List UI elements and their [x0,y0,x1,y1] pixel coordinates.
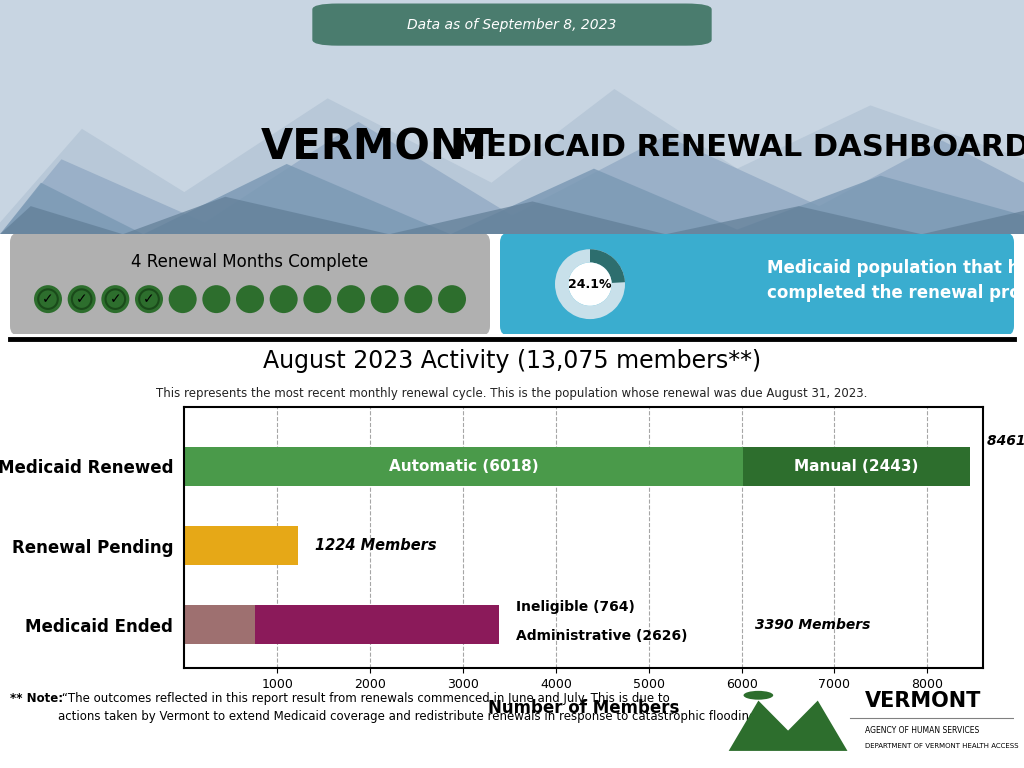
Text: ✓: ✓ [76,292,87,306]
Text: 1224 Members: 1224 Members [314,538,436,553]
Circle shape [169,285,197,313]
Bar [255,605,499,644]
Text: This represents the most recent monthly renewal cycle. This is the population wh: This represents the most recent monthly … [157,387,867,400]
Circle shape [337,285,365,313]
Text: Ineligible (764): Ineligible (764) [516,600,635,614]
Circle shape [568,263,611,306]
Bar [184,605,255,644]
Text: 24.1%: 24.1% [568,278,611,290]
Text: 4 Renewal Months Complete: 4 Renewal Months Complete [131,253,369,271]
Text: DEPARTMENT OF VERMONT HEALTH ACCESS: DEPARTMENT OF VERMONT HEALTH ACCESS [865,743,1019,750]
FancyBboxPatch shape [500,232,1014,336]
Text: 8461 Members: 8461 Members [987,434,1024,448]
Bar [184,526,298,565]
Text: Data as of September 8, 2023: Data as of September 8, 2023 [408,18,616,31]
Circle shape [371,285,398,313]
Polygon shape [0,89,1024,234]
Circle shape [203,285,230,313]
Circle shape [236,285,264,313]
Text: 3390 Members: 3390 Members [756,617,870,631]
Text: “The outcomes reflected in this report result from renewals commenced in June an: “The outcomes reflected in this report r… [57,692,760,723]
Text: MEDICAID RENEWAL DASHBOARD: MEDICAID RENEWAL DASHBOARD [445,133,1024,162]
FancyBboxPatch shape [10,232,490,336]
Bar [184,447,743,486]
Circle shape [34,285,62,313]
Text: AGENCY OF HUMAN SERVICES: AGENCY OF HUMAN SERVICES [865,726,980,735]
Text: Administrative (2626): Administrative (2626) [516,628,687,643]
Text: ✓: ✓ [42,292,54,306]
Text: Automatic (6018): Automatic (6018) [389,459,539,474]
Polygon shape [0,197,1024,234]
Circle shape [404,285,432,313]
X-axis label: Number of Members: Number of Members [488,699,679,717]
Text: VERMONT: VERMONT [865,690,982,710]
Bar [743,447,970,486]
Circle shape [68,285,95,313]
FancyBboxPatch shape [312,4,712,45]
Text: Manual (2443): Manual (2443) [795,459,919,474]
Text: ✓: ✓ [143,292,155,306]
Text: VERMONT: VERMONT [261,127,495,168]
Polygon shape [0,122,1024,234]
Text: VERMONT MEDICAID RENEWAL DASHBOARD: VERMONT MEDICAID RENEWAL DASHBOARD [134,131,890,160]
Wedge shape [555,249,625,319]
Circle shape [135,285,163,313]
Circle shape [438,285,466,313]
Text: ✓: ✓ [110,292,121,306]
Circle shape [101,285,129,313]
Circle shape [743,691,773,700]
Wedge shape [590,249,625,283]
Polygon shape [729,700,848,751]
Text: ** Note:: ** Note: [10,692,63,705]
Circle shape [303,285,332,313]
Text: Medicaid population that has
completed the renewal process: Medicaid population that has completed t… [767,259,1024,302]
Circle shape [269,285,298,313]
Polygon shape [0,0,1024,234]
Text: August 2023 Activity (13,075 members**): August 2023 Activity (13,075 members**) [263,349,761,373]
Polygon shape [0,164,1024,234]
